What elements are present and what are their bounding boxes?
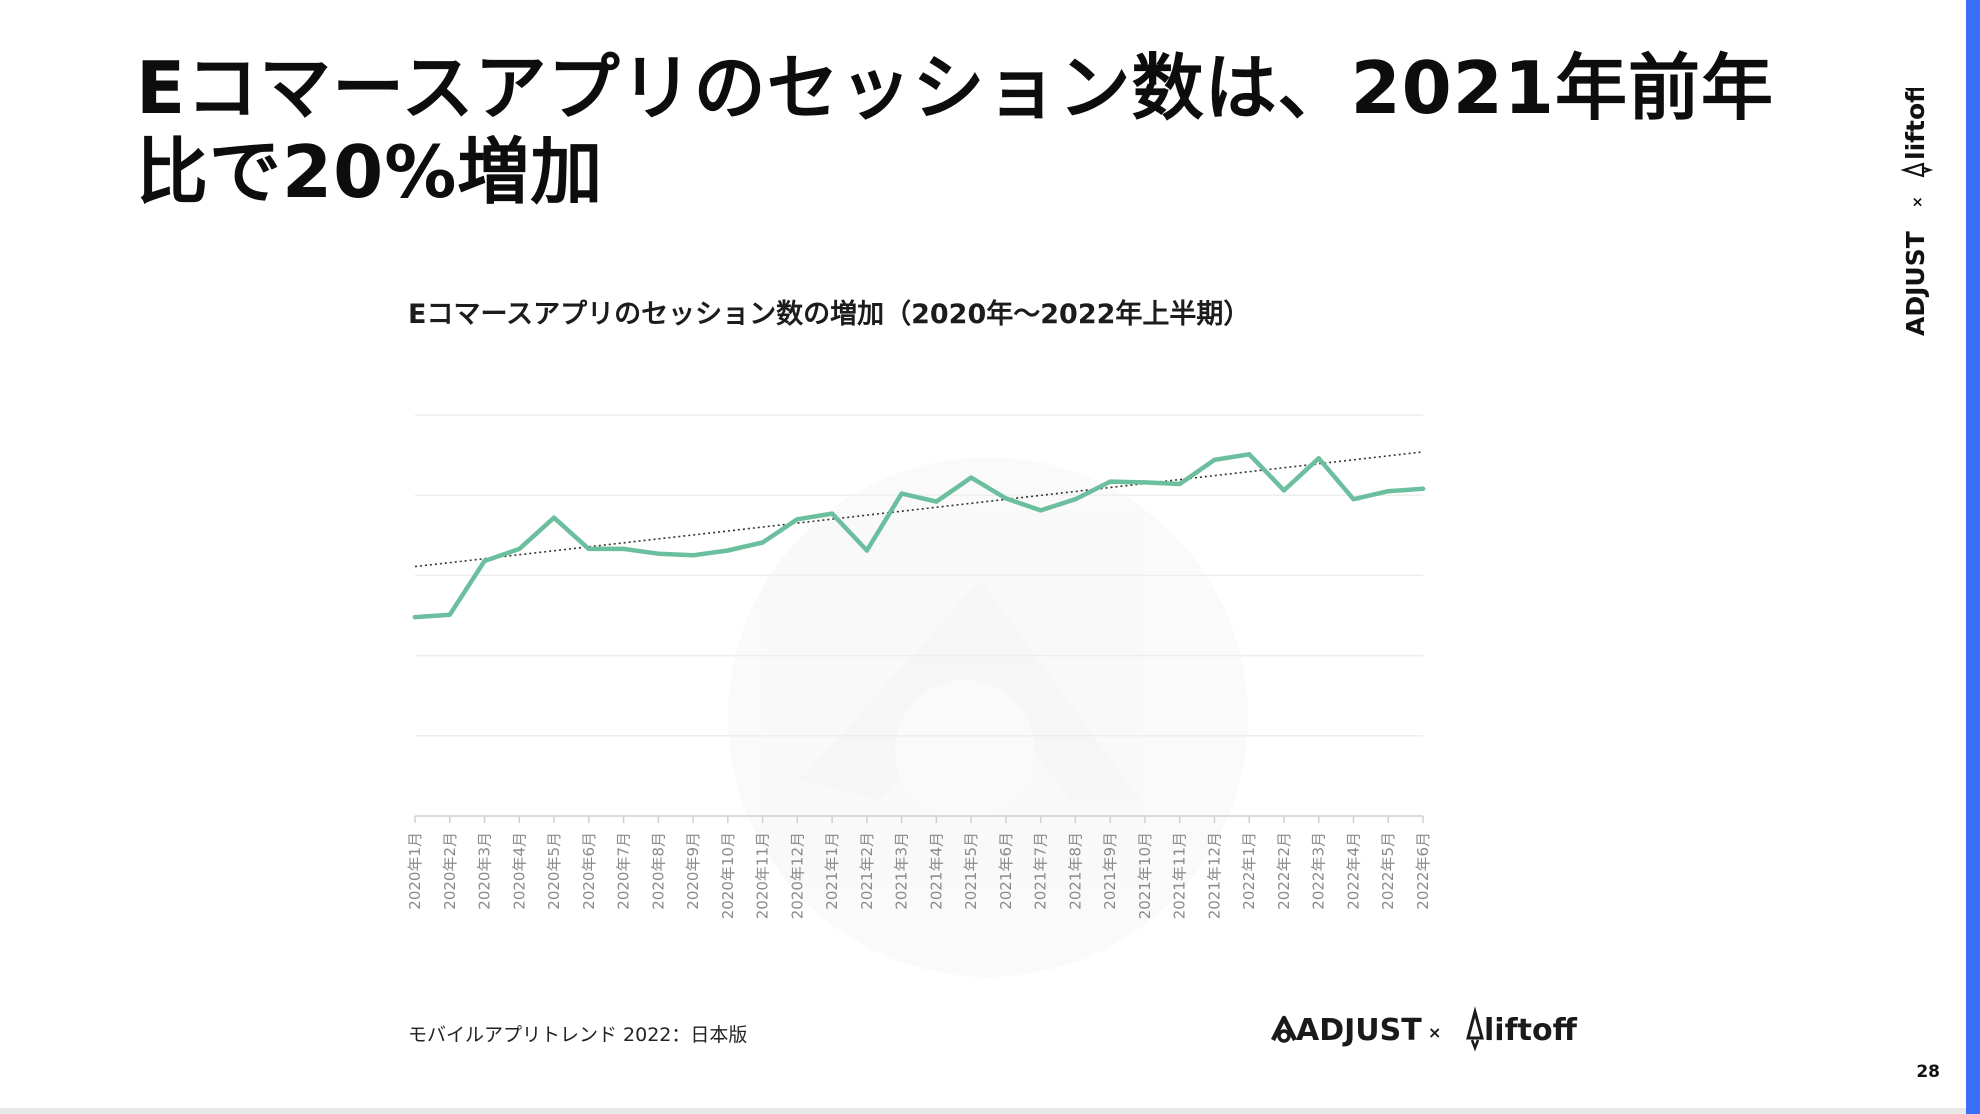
data-point xyxy=(1038,508,1043,513)
data-point xyxy=(1212,457,1217,463)
data-point xyxy=(621,546,626,552)
window-edge-accent xyxy=(1966,0,1980,1114)
footer-liftoff-logo: liftoff xyxy=(1484,1013,1578,1048)
data-point xyxy=(829,511,835,516)
series-line xyxy=(412,452,1426,620)
data-point xyxy=(795,517,800,522)
data-point xyxy=(1003,496,1009,501)
x-tick-label: 2021年1月 xyxy=(823,832,841,910)
x-tick-label: 2020年5月 xyxy=(545,832,563,910)
vertical-liftoff-logo: liftoff xyxy=(1901,88,1930,160)
x-tick-label: 2022年4月 xyxy=(1344,832,1362,910)
line-chart: 2020年1月 2020年2月 2020年3月 2020年4月 2020年5月 2020年… xyxy=(406,414,1432,977)
footer-logo-separator: × xyxy=(1428,1023,1441,1042)
data-point xyxy=(1247,452,1252,457)
source-footnote: モバイルアプリトレンド 2022：日本版 xyxy=(408,1024,748,1046)
adjust-logo-mark-icon xyxy=(1270,1015,1298,1043)
x-tick-label: 2022年3月 xyxy=(1310,832,1328,910)
watermark-logo-icon xyxy=(728,457,1248,977)
x-tick-label: 2020年8月 xyxy=(649,832,667,910)
data-point xyxy=(864,548,870,553)
x-tick-label: 2020年12月 xyxy=(788,832,806,919)
data-point xyxy=(1420,486,1426,491)
data-point xyxy=(1073,497,1078,502)
data-point xyxy=(656,551,661,556)
vertical-brand-logo: ADJUST × liftoff xyxy=(1900,88,1934,336)
x-tick-label: 2021年9月 xyxy=(1101,832,1119,910)
x-tick-label: 2022年2月 xyxy=(1275,832,1293,910)
x-tick-label: 2021年4月 xyxy=(927,832,945,910)
data-point xyxy=(1316,456,1321,461)
trend-line xyxy=(414,451,1424,568)
data-point xyxy=(586,546,591,552)
data-point xyxy=(968,475,974,480)
x-tick-label: 2022年6月 xyxy=(1414,832,1432,910)
x-tick-label: 2021年2月 xyxy=(858,832,876,910)
x-tick-label: 2021年12月 xyxy=(1205,832,1223,919)
x-tick-label: 2022年5月 xyxy=(1379,832,1397,910)
footer-brand-logo: ADJUST × liftoff xyxy=(1270,1006,1578,1052)
page-number: 28 xyxy=(1916,1062,1940,1082)
slide-title: Eコマースアプリのセッション数は、2021年前年比で20%増加 xyxy=(136,46,1774,214)
x-tick-label: 2020年7月 xyxy=(615,832,633,910)
data-point xyxy=(1107,479,1113,484)
data-point xyxy=(1281,488,1287,493)
vertical-rocket-icon xyxy=(1900,162,1934,178)
data-point xyxy=(1177,481,1182,487)
footer-adjust-logo: ADJUST xyxy=(1296,1013,1422,1048)
data-point xyxy=(760,540,765,545)
data-point xyxy=(517,546,522,552)
x-tick-label: 2020年11月 xyxy=(754,832,772,919)
data-point xyxy=(482,558,487,564)
data-point xyxy=(1142,480,1148,485)
data-point xyxy=(899,491,904,496)
x-tick-label: 2020年1月 xyxy=(406,832,424,910)
data-point xyxy=(1386,488,1391,494)
x-tick-label: 2021年7月 xyxy=(1032,832,1050,910)
x-tick-label: 2021年3月 xyxy=(893,832,911,910)
vertical-logo-separator: × xyxy=(1910,196,1926,208)
x-tick-label: 2020年6月 xyxy=(580,832,598,910)
x-tick-label: 2020年9月 xyxy=(684,832,702,910)
data-point xyxy=(725,548,731,553)
vertical-adjust-logo: ADJUST xyxy=(1901,231,1930,336)
x-tick-label: 2021年10月 xyxy=(1136,832,1154,919)
data-point xyxy=(934,499,939,504)
data-point xyxy=(1351,497,1356,502)
data-point xyxy=(551,515,557,520)
x-tick-label: 2021年5月 xyxy=(962,832,980,910)
x-tick-label: 2021年8月 xyxy=(1066,832,1084,910)
x-tick-label: 2020年2月 xyxy=(441,832,459,910)
chart-title: Eコマースアプリのセッション数の増加（2020年〜2022年上半期） xyxy=(408,299,1251,330)
data-point xyxy=(690,553,696,558)
x-tick-label: 2020年4月 xyxy=(510,832,528,910)
rocket-icon xyxy=(1466,1006,1484,1052)
data-point xyxy=(447,612,452,617)
x-tick-label: 2021年11月 xyxy=(1171,832,1189,919)
window-edge-bottom xyxy=(0,1108,1966,1114)
x-tick-label: 2022年1月 xyxy=(1240,832,1258,910)
x-tick-label: 2020年10月 xyxy=(719,832,737,919)
x-tick-label: 2021年6月 xyxy=(997,832,1015,910)
x-tick-label: 2020年3月 xyxy=(476,832,494,910)
data-point xyxy=(412,614,418,620)
